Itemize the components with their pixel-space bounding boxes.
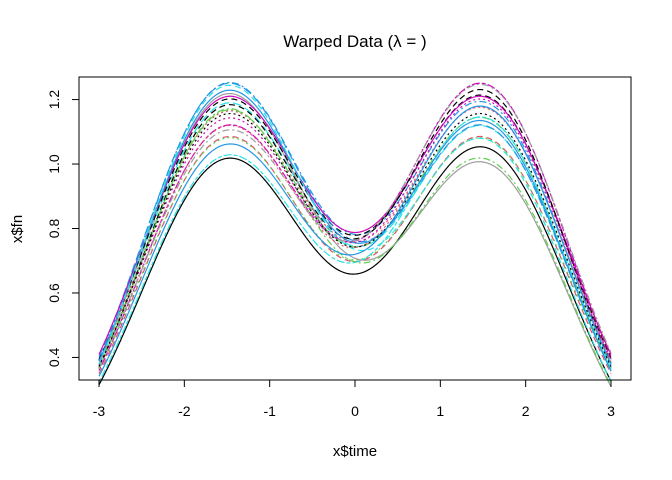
series-line-16 [98,108,612,386]
y-tick-label: 0.8 [46,219,62,239]
x-tick-label: 0 [351,403,359,419]
x-tick-label: 2 [522,403,530,419]
x-axis: -3 -2 -1 0 1 2 3 [93,379,615,419]
series-line-13 [98,95,612,355]
series-line-18 [98,84,612,382]
x-tick-label: 1 [436,403,444,419]
series-line-22 [98,105,612,377]
series-line-4 [98,81,612,366]
series-line-6 [98,82,612,371]
y-axis-label: x$fn [9,215,26,243]
series-line-11 [98,82,612,371]
series-line-21 [98,112,612,367]
y-tick-label: 1.0 [46,154,62,174]
series-line-20 [98,83,612,368]
series-line-19 [98,98,612,367]
x-tick-label: 3 [607,403,615,419]
x-tick-label: -1 [263,403,276,419]
y-axis: 0.4 0.6 0.8 1.0 1.2 [46,90,80,367]
x-tick-label: -2 [178,403,191,419]
series-line-17 [98,89,612,372]
chart-title: Warped Data (λ = ) [283,32,426,51]
x-tick-label: -3 [93,403,106,419]
series-line-8 [98,94,612,361]
y-tick-label: 0.6 [46,283,62,303]
series-line-14 [98,88,612,369]
y-tick-label: 1.2 [46,90,62,110]
series-line-15 [98,106,612,369]
series-line-5 [98,102,612,369]
y-tick-label: 0.4 [46,347,62,367]
series-line-1 [98,146,612,386]
series-layer [98,81,612,387]
x-axis-label: x$time [333,443,377,460]
